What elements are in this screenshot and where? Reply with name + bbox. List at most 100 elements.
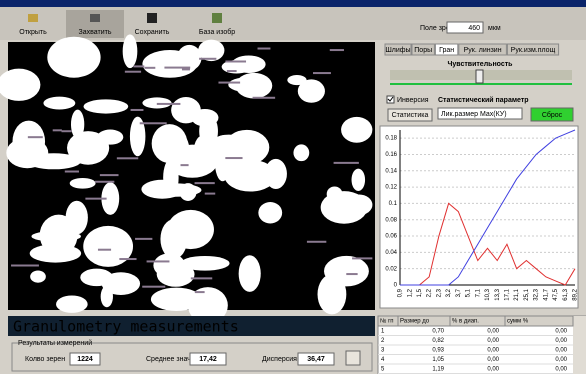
noise — [334, 162, 359, 164]
table-cell: 0,00 — [555, 329, 567, 335]
x-tick-label: 32,3 — [534, 288, 540, 300]
grain — [123, 34, 138, 68]
table-cell: 0,00 — [555, 357, 567, 363]
table-cell: 1,19 — [432, 367, 444, 373]
grain — [239, 255, 261, 292]
app-window: Открыть Захватить Сохранить База изобр П… — [0, 0, 586, 374]
grain — [224, 130, 269, 165]
toolbar-button[interactable]: База изобр — [199, 28, 235, 36]
x-tick-label: 0,9 — [398, 288, 404, 297]
noise — [307, 241, 326, 243]
x-tick-label: 5,1 — [466, 288, 472, 297]
print-button[interactable] — [346, 351, 360, 365]
tab-label: Гран — [439, 47, 454, 54]
noise — [195, 182, 215, 184]
grain — [70, 178, 96, 189]
toolbar-button[interactable]: Открыть — [19, 29, 47, 36]
toolbar-button[interactable]: Захватить — [79, 29, 112, 36]
table-cell: 0,00 — [555, 348, 567, 354]
stats-button-label: Статистика — [392, 112, 429, 119]
y-tick-label: 0.08 — [385, 217, 397, 223]
title-bar — [0, 0, 586, 7]
grain — [63, 49, 79, 60]
grain — [43, 97, 75, 110]
noise — [85, 198, 106, 200]
noise — [227, 70, 237, 72]
table-cell: 0,00 — [487, 338, 499, 344]
table-cell: 0,00 — [487, 348, 499, 354]
table-cell: 0,82 — [432, 338, 444, 344]
y-tick-label: 0.1 — [389, 201, 398, 207]
field-label: Дисперсия — [262, 356, 297, 363]
grain — [71, 110, 84, 139]
results-group-title: Результаты измерений — [18, 339, 92, 347]
noise — [100, 174, 119, 176]
noise — [195, 291, 205, 293]
grain — [84, 99, 129, 113]
grain — [265, 159, 287, 189]
noise — [65, 171, 79, 173]
x-tick-label: 89,2 — [573, 288, 579, 300]
noise — [131, 109, 144, 111]
grain — [352, 169, 366, 191]
table-cell: 0,93 — [432, 348, 444, 354]
page: Открыть Захватить Сохранить База изобр П… — [0, 0, 586, 374]
slider-thumb[interactable] — [476, 70, 483, 83]
noise — [313, 72, 331, 74]
x-tick-label: 2,2 — [427, 288, 433, 297]
grain — [97, 130, 123, 145]
x-tick-label: 61,3 — [563, 288, 569, 300]
noise — [225, 60, 246, 62]
field-label: Колво зерен — [25, 356, 65, 363]
noise — [199, 58, 216, 60]
tab-label: Поры — [414, 47, 432, 54]
y-tick-label: 0.18 — [385, 136, 397, 142]
grain — [56, 295, 88, 312]
grain — [191, 109, 218, 126]
grain — [13, 121, 46, 163]
tabs: ШлифыПорыГранРук. линзинРук.изм.площ — [385, 44, 559, 55]
chart-area — [380, 126, 578, 308]
field-unit: мкм — [488, 25, 501, 32]
table-header: № гп — [380, 318, 394, 325]
grain — [298, 79, 325, 102]
inversion-label: Инверсия — [397, 97, 429, 104]
noise — [11, 265, 39, 267]
x-tick-label: 17,1 — [505, 288, 511, 300]
grain — [150, 183, 202, 196]
tab-label: Шлифы — [385, 47, 410, 54]
noise — [330, 49, 344, 51]
grain — [341, 117, 372, 143]
reset-button-label: Сброс — [542, 111, 563, 119]
field-value: 17,42 — [199, 356, 217, 363]
noise — [253, 97, 276, 99]
noise — [144, 67, 155, 69]
table-scrollbar[interactable] — [573, 316, 586, 374]
noise — [218, 82, 240, 84]
x-tick-label: 10,3 — [485, 288, 491, 300]
noise — [164, 67, 190, 69]
table-cell: 0,00 — [487, 367, 499, 373]
grain — [102, 272, 140, 295]
grain — [318, 274, 347, 314]
x-tick-label: 21,1 — [514, 288, 520, 300]
grain — [180, 256, 229, 271]
table-cell: 0,00 — [555, 338, 567, 344]
x-tick-label: 13,3 — [495, 288, 501, 300]
measurements-title: Granulometry measurements — [13, 318, 239, 336]
grain — [346, 194, 373, 215]
toolbar-button[interactable]: Сохранить — [135, 29, 170, 36]
noise — [135, 238, 152, 240]
tab-label: Рук.изм.площ — [511, 47, 556, 54]
x-tick-label: 47,5 — [553, 288, 559, 300]
table-cell: 0,70 — [432, 329, 444, 335]
noise — [61, 130, 71, 132]
x-tick-label: 2,3 — [436, 288, 442, 297]
field-value: 36,47 — [307, 356, 325, 363]
field-value: 460 — [468, 25, 480, 32]
noise — [95, 181, 114, 183]
param-select-label: Лик.размер Мах(КУ) — [441, 111, 507, 118]
noise — [53, 129, 62, 131]
grain — [167, 145, 218, 178]
x-tick-label: 1,2 — [407, 288, 413, 297]
